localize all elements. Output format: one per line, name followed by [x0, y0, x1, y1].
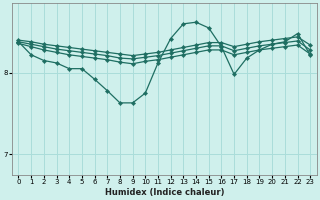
- X-axis label: Humidex (Indice chaleur): Humidex (Indice chaleur): [105, 188, 224, 197]
